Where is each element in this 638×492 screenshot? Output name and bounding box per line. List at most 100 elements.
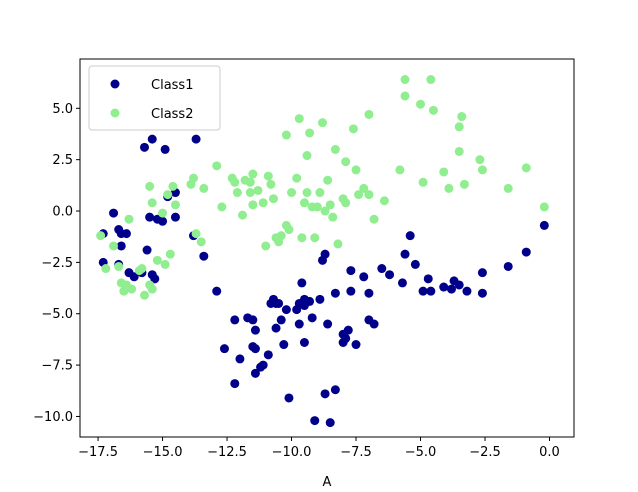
class2-point (230, 177, 240, 187)
class2-point (428, 105, 438, 115)
class1-point (539, 220, 549, 230)
class2-point (160, 259, 170, 269)
class1-point (147, 134, 157, 144)
class1-point (310, 416, 320, 426)
legend-label-class1: Class1 (151, 78, 193, 93)
class2-point (348, 124, 358, 134)
class2-point (212, 161, 222, 171)
class2-point (287, 188, 297, 198)
class2-point (426, 75, 436, 85)
class1-point (116, 241, 126, 251)
class2-point (238, 210, 248, 220)
class1-point (325, 418, 335, 428)
class1-point (400, 249, 410, 259)
class2-point (276, 231, 286, 241)
class2-point (124, 214, 134, 224)
class2-point (281, 130, 291, 140)
class2-point (305, 128, 315, 138)
class1-point (359, 272, 369, 282)
class2-point (248, 200, 258, 210)
x-axis-label: A (323, 475, 332, 490)
class1-point (320, 249, 330, 259)
class2-point (364, 190, 374, 200)
x-tick-label: −2.5 (469, 445, 501, 460)
class2-point (379, 196, 389, 206)
class1-point (142, 245, 152, 255)
class1-point (346, 266, 356, 276)
class2-point (196, 237, 206, 247)
class1-point (446, 284, 456, 294)
class1-point (129, 272, 139, 282)
class2-point (248, 169, 258, 179)
class2-point (284, 225, 294, 235)
class1-point (377, 264, 387, 274)
class2-point (147, 198, 157, 208)
class1-point (274, 298, 284, 308)
y-tick-label: −7.5 (41, 359, 73, 374)
class1-point (477, 268, 487, 278)
class1-point (191, 134, 201, 144)
class2-point (539, 202, 549, 212)
x-tick-label: −7.5 (340, 445, 372, 460)
legend-marker-class2 (110, 108, 120, 118)
class1-point (330, 385, 340, 395)
class2-point (457, 112, 467, 122)
class1-point (343, 325, 353, 335)
class1-point (109, 208, 119, 218)
class2-point (325, 200, 335, 210)
class1-point (158, 216, 168, 226)
legend-box (88, 65, 221, 131)
class2-point (139, 290, 149, 300)
class1-point (341, 333, 351, 343)
x-axis-ticks: −17.5 −15.0 −12.5 −10.0 −7.5 −5.0 −2.5 0.0 (78, 437, 560, 460)
class1-point (199, 251, 209, 261)
class2-point (263, 171, 273, 181)
class1-point (330, 288, 340, 298)
class1-point (230, 379, 240, 389)
class2-point (477, 165, 487, 175)
class2-point (189, 173, 198, 183)
class2-point (333, 239, 343, 249)
class1-point (121, 229, 131, 239)
class2-point (170, 200, 180, 210)
class1-point (250, 344, 260, 354)
class1-point (346, 286, 356, 296)
y-tick-label: 2.5 (52, 153, 73, 168)
x-tick-label: −10.0 (272, 445, 312, 460)
class1-point (212, 286, 222, 296)
x-tick-label: −5.0 (405, 445, 437, 460)
class1-point (145, 212, 155, 222)
class1-point (305, 296, 315, 306)
class2-point (364, 109, 374, 119)
class2-point (454, 122, 464, 132)
class1-point (276, 315, 286, 325)
class1-point (258, 360, 268, 370)
y-tick-label: 5.0 (52, 102, 73, 117)
class2-point (163, 190, 173, 200)
class2-point (475, 155, 485, 165)
class2-point (145, 181, 155, 191)
y-tick-label: −10.0 (33, 410, 73, 425)
series-layer (96, 75, 549, 428)
class1-point (160, 144, 170, 154)
class2-point (217, 202, 227, 212)
y-tick-label: −2.5 (41, 256, 73, 271)
y-axis-ticks: 5.0 2.5 0.0 −2.5 −5.0 −7.5 −10.0 (33, 102, 80, 425)
class1-point (323, 319, 333, 329)
class1-point (418, 286, 428, 296)
class2-point (137, 264, 147, 274)
class2-point (341, 157, 351, 167)
series-class1 (98, 134, 549, 428)
class2-point (395, 165, 405, 175)
y-tick-label: 0.0 (52, 205, 73, 220)
class2-point (320, 206, 330, 216)
class1-point (299, 338, 309, 347)
legend-label-class2: Class2 (151, 107, 193, 122)
class2-point (400, 75, 410, 85)
class2-point (245, 177, 255, 187)
class1-point (170, 212, 180, 222)
class2-point (328, 212, 338, 222)
class2-point (245, 188, 255, 198)
class2-point (258, 198, 268, 208)
class1-point (315, 294, 325, 304)
